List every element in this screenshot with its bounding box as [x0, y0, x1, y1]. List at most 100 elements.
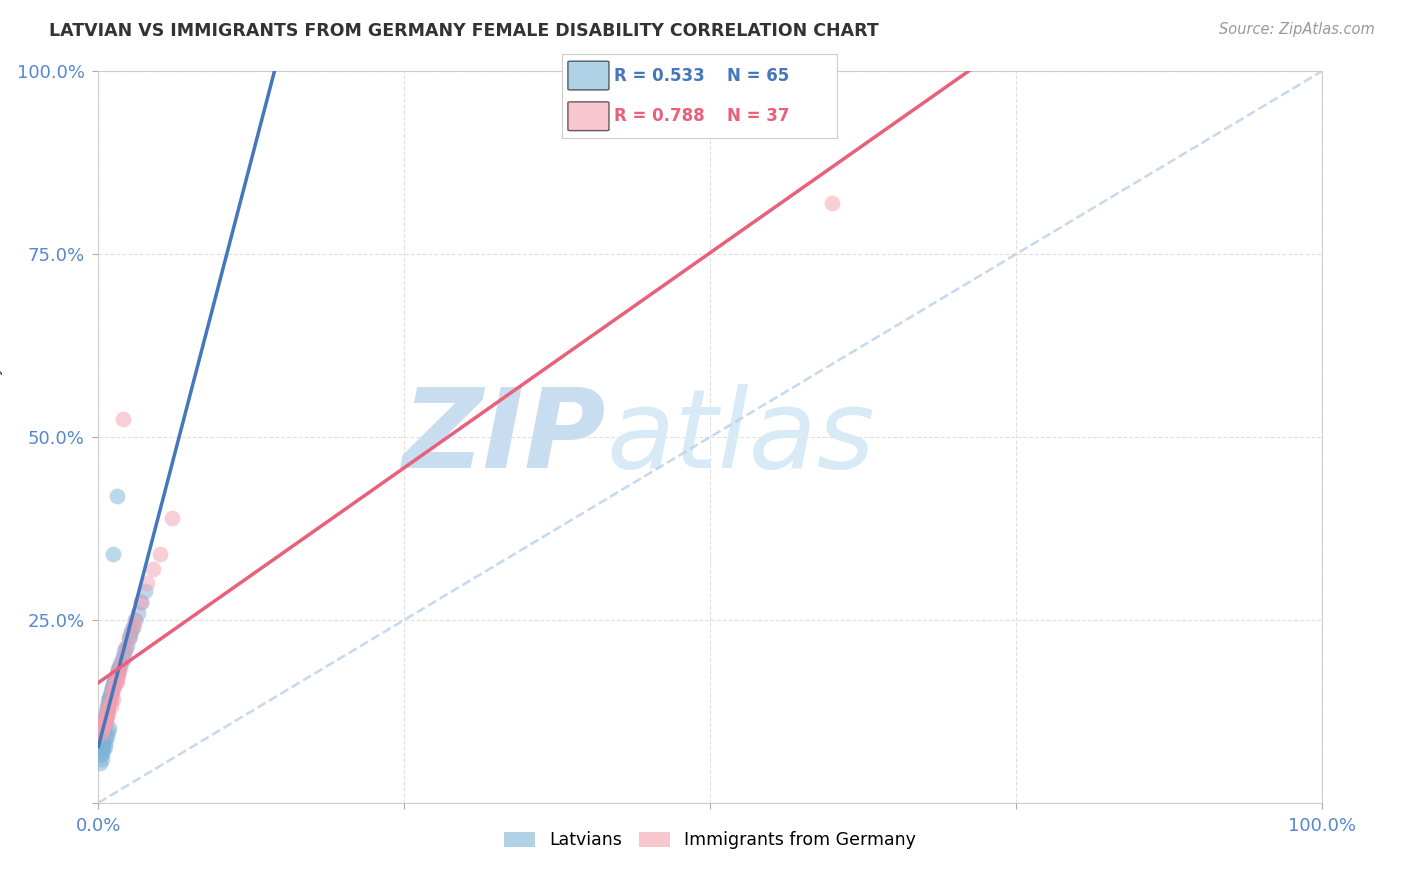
Latvians [91, 719, 114, 733]
Immigrants from Germany [114, 642, 136, 657]
Latvians [98, 693, 121, 707]
Latvians [94, 708, 117, 723]
Latvians [91, 723, 114, 737]
Latvians [101, 547, 124, 561]
Latvians [91, 733, 114, 747]
Latvians [105, 667, 128, 681]
Latvians [129, 594, 152, 608]
Latvians [98, 721, 121, 735]
Latvians [114, 642, 136, 657]
Latvians [98, 690, 121, 704]
Latvians [91, 726, 114, 740]
Latvians [107, 662, 129, 676]
Latvians [91, 743, 114, 757]
Latvians [93, 712, 115, 726]
Latvians [97, 699, 120, 714]
Latvians [105, 489, 128, 503]
Latvians [93, 716, 115, 731]
Immigrants from Germany [96, 705, 118, 719]
Latvians [89, 756, 111, 770]
FancyBboxPatch shape [568, 102, 609, 130]
Latvians [91, 740, 114, 755]
Legend: Latvians, Immigrants from Germany: Latvians, Immigrants from Germany [496, 824, 924, 856]
Immigrants from Germany [107, 667, 129, 681]
Latvians [97, 724, 120, 739]
Immigrants from Germany [104, 675, 127, 690]
Latvians [111, 649, 134, 664]
Immigrants from Germany [100, 699, 122, 714]
Latvians [124, 613, 146, 627]
Latvians [101, 676, 124, 690]
Immigrants from Germany [149, 547, 172, 561]
Latvians [96, 702, 118, 716]
Immigrants from Germany [93, 712, 115, 726]
Immigrants from Germany [91, 726, 114, 740]
Latvians [101, 680, 124, 694]
Text: N = 37: N = 37 [727, 107, 789, 125]
Text: ZIP: ZIP [402, 384, 606, 491]
Immigrants from Germany [91, 719, 114, 733]
Latvians [121, 620, 143, 634]
Latvians [105, 665, 128, 680]
Latvians [91, 739, 114, 753]
Latvians [118, 632, 141, 646]
Immigrants from Germany [101, 686, 124, 700]
Y-axis label: Female Disability: Female Disability [0, 366, 3, 508]
Latvians [127, 606, 149, 620]
Text: N = 65: N = 65 [727, 67, 789, 85]
Immigrants from Germany [821, 196, 844, 211]
Latvians [103, 675, 125, 690]
Latvians [96, 705, 118, 719]
Latvians [112, 646, 135, 660]
Latvians [115, 639, 138, 653]
Immigrants from Germany [142, 562, 165, 576]
Latvians [100, 684, 122, 698]
Latvians [98, 691, 121, 706]
Immigrants from Germany [129, 594, 152, 608]
Latvians [93, 736, 115, 750]
Immigrants from Germany [136, 576, 159, 591]
Latvians [101, 682, 124, 697]
Latvians [100, 686, 122, 700]
Latvians [94, 709, 117, 723]
Text: atlas: atlas [606, 384, 875, 491]
Latvians [107, 664, 129, 678]
Latvians [100, 688, 122, 702]
Immigrants from Germany [111, 653, 134, 667]
Immigrants from Germany [105, 675, 128, 690]
Latvians [94, 731, 117, 746]
Immigrants from Germany [118, 632, 141, 646]
Immigrants from Germany [91, 715, 114, 730]
Immigrants from Germany [105, 672, 128, 686]
Latvians [97, 697, 120, 711]
Latvians [93, 740, 115, 755]
Text: LATVIAN VS IMMIGRANTS FROM GERMANY FEMALE DISABILITY CORRELATION CHART: LATVIAN VS IMMIGRANTS FROM GERMANY FEMAL… [49, 22, 879, 40]
Immigrants from Germany [111, 412, 134, 426]
Immigrants from Germany [93, 716, 115, 731]
Latvians [94, 706, 117, 721]
Latvians [90, 748, 112, 763]
Immigrants from Germany [96, 709, 118, 723]
Latvians [91, 752, 114, 766]
Latvians [91, 746, 114, 760]
Immigrants from Germany [98, 697, 121, 711]
Latvians [108, 660, 131, 674]
Text: Source: ZipAtlas.com: Source: ZipAtlas.com [1219, 22, 1375, 37]
Immigrants from Germany [97, 706, 120, 721]
Latvians [90, 737, 112, 751]
Immigrants from Germany [103, 679, 125, 693]
Latvians [96, 729, 118, 743]
Latvians [104, 672, 127, 686]
Latvians [120, 627, 142, 641]
Latvians [103, 673, 125, 687]
Text: R = 0.533: R = 0.533 [614, 67, 706, 85]
Latvians [110, 657, 132, 671]
Immigrants from Germany [94, 714, 117, 728]
Immigrants from Germany [121, 620, 143, 634]
Immigrants from Germany [160, 510, 183, 524]
Latvians [97, 695, 120, 709]
Latvians [93, 714, 115, 728]
Latvians [111, 653, 134, 667]
Immigrants from Germany [100, 693, 122, 707]
Text: R = 0.788: R = 0.788 [614, 107, 706, 125]
